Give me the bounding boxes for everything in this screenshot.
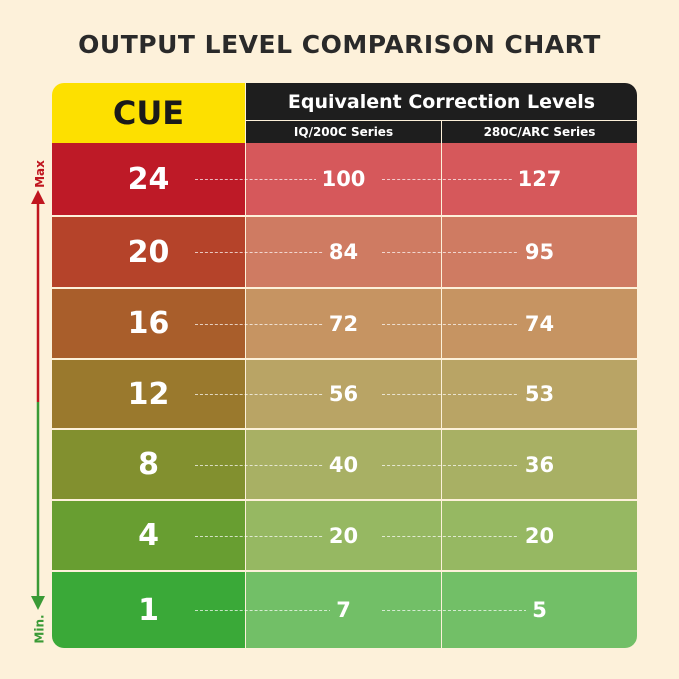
cue-value: 12: [127, 376, 170, 412]
min-arrow-head: [31, 596, 45, 610]
iq-series-header: IQ/200C Series: [246, 121, 441, 143]
dotted-connector: [195, 464, 337, 466]
cue-value: 24: [127, 161, 170, 197]
max-label: Max: [32, 160, 47, 188]
cue-header: CUE: [52, 83, 245, 143]
table-row: 16 72 74: [52, 289, 637, 358]
arc-series-header: 280C/ARC Series: [442, 121, 637, 143]
table-row: 4 20 20: [52, 501, 637, 570]
arc-value: 20: [518, 523, 561, 548]
iq-value: 72: [322, 311, 365, 336]
dotted-connector: [195, 323, 337, 325]
table-row: 8 40 36: [52, 430, 637, 499]
table-row: 24 100 127: [52, 143, 637, 215]
chart-title: OUTPUT LEVEL COMPARISON CHART: [78, 30, 601, 59]
arc-value: 127: [511, 167, 568, 191]
dotted-connector: [195, 535, 337, 537]
dotted-connector: [382, 464, 527, 466]
min-label: Min.: [32, 614, 47, 644]
cue-value: 8: [138, 447, 159, 482]
arc-cell: 74: [442, 289, 637, 358]
dotted-connector: [382, 179, 527, 180]
iq-value: 84: [322, 240, 365, 264]
dotted-connector: [195, 610, 337, 611]
dotted-connector: [195, 394, 337, 395]
equivalent-header: Equivalent Correction Levels: [246, 83, 637, 120]
iq-value: 100: [315, 167, 372, 191]
dotted-connector: [382, 535, 527, 537]
arc-value: 36: [518, 452, 561, 477]
dotted-connector: [382, 610, 527, 611]
table-row: 12 56 53: [52, 360, 637, 428]
dotted-connector: [382, 394, 527, 395]
table-row: 20 84 95: [52, 217, 637, 287]
iq-value: 7: [330, 598, 357, 622]
iq-value: 40: [322, 452, 365, 477]
iq-value: 56: [322, 382, 365, 406]
scale-arrow: [31, 190, 45, 610]
arc-value: 53: [518, 382, 561, 406]
cue-value: 1: [138, 592, 159, 628]
arc-value: 5: [526, 598, 553, 622]
arc-cell: 20: [442, 501, 637, 570]
cue-value: 20: [127, 234, 170, 270]
dotted-connector: [195, 252, 337, 253]
cue-value: 16: [127, 306, 170, 341]
iq-value: 20: [322, 523, 365, 548]
arc-value: 95: [518, 240, 561, 264]
max-arrow-head: [31, 190, 45, 204]
arc-value: 74: [518, 311, 561, 336]
dotted-connector: [382, 323, 527, 325]
comparison-table: CUE Equivalent Correction Levels IQ/200C…: [52, 83, 637, 648]
dotted-connector: [195, 179, 337, 180]
cue-value: 4: [138, 518, 159, 553]
table-row: 1 7 5: [52, 572, 637, 648]
dotted-connector: [382, 252, 527, 253]
